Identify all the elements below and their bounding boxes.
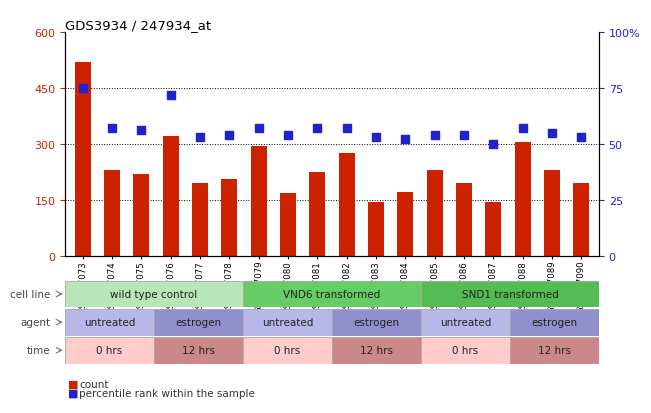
Point xyxy=(576,135,587,141)
Text: 12 hrs: 12 hrs xyxy=(360,345,393,356)
Bar xyxy=(104,171,120,256)
Bar xyxy=(456,183,472,256)
Point xyxy=(518,126,528,132)
Bar xyxy=(280,194,296,256)
Bar xyxy=(243,281,421,308)
Point xyxy=(547,130,557,137)
Point xyxy=(371,135,381,141)
Text: VND6 transformed: VND6 transformed xyxy=(283,289,381,299)
Point xyxy=(488,141,499,148)
Text: ■: ■ xyxy=(68,379,79,389)
Bar xyxy=(65,281,243,308)
Bar xyxy=(332,309,421,336)
Bar xyxy=(339,154,355,256)
Point xyxy=(312,126,322,132)
Text: estrogen: estrogen xyxy=(353,317,400,328)
Text: percentile rank within the sample: percentile rank within the sample xyxy=(79,388,255,398)
Text: wild type control: wild type control xyxy=(111,289,198,299)
Bar xyxy=(421,281,599,308)
Text: estrogen: estrogen xyxy=(176,317,221,328)
Bar xyxy=(510,309,599,336)
Bar xyxy=(421,309,510,336)
Bar xyxy=(332,337,421,364)
Point xyxy=(165,92,176,99)
Text: 0 hrs: 0 hrs xyxy=(275,345,301,356)
Text: 0 hrs: 0 hrs xyxy=(96,345,122,356)
Text: GDS3934 / 247934_at: GDS3934 / 247934_at xyxy=(65,19,211,32)
Text: SND1 transformed: SND1 transformed xyxy=(462,289,559,299)
Text: 0 hrs: 0 hrs xyxy=(452,345,478,356)
Point xyxy=(224,132,234,139)
Point xyxy=(283,132,293,139)
Point xyxy=(400,137,411,143)
Bar xyxy=(421,337,510,364)
Bar xyxy=(309,173,326,256)
Point xyxy=(195,135,205,141)
Point xyxy=(253,126,264,132)
Bar xyxy=(75,63,90,256)
Bar xyxy=(243,337,332,364)
Bar xyxy=(154,337,243,364)
Point xyxy=(342,126,352,132)
Bar xyxy=(485,202,501,256)
Text: time: time xyxy=(27,345,50,356)
Text: untreated: untreated xyxy=(262,317,313,328)
Bar xyxy=(544,171,560,256)
Bar xyxy=(368,202,384,256)
Text: estrogen: estrogen xyxy=(531,317,577,328)
Bar xyxy=(133,174,150,256)
Text: ■: ■ xyxy=(68,388,79,398)
Bar xyxy=(426,171,443,256)
Point xyxy=(107,126,117,132)
Bar xyxy=(243,309,332,336)
Bar xyxy=(65,337,154,364)
Bar xyxy=(514,143,531,256)
Text: 12 hrs: 12 hrs xyxy=(538,345,571,356)
Text: untreated: untreated xyxy=(84,317,135,328)
Point xyxy=(77,85,88,92)
Bar xyxy=(65,309,154,336)
Bar xyxy=(251,147,267,256)
Point xyxy=(430,132,440,139)
Bar xyxy=(397,193,413,256)
Text: count: count xyxy=(79,379,109,389)
Text: cell line: cell line xyxy=(10,289,50,299)
Bar xyxy=(163,137,179,256)
Text: untreated: untreated xyxy=(440,317,491,328)
Bar xyxy=(221,180,238,256)
Bar xyxy=(192,183,208,256)
Text: agent: agent xyxy=(20,317,50,328)
Point xyxy=(136,128,146,135)
Bar xyxy=(154,309,243,336)
Bar xyxy=(510,337,599,364)
Text: 12 hrs: 12 hrs xyxy=(182,345,215,356)
Bar xyxy=(574,183,589,256)
Point xyxy=(459,132,469,139)
